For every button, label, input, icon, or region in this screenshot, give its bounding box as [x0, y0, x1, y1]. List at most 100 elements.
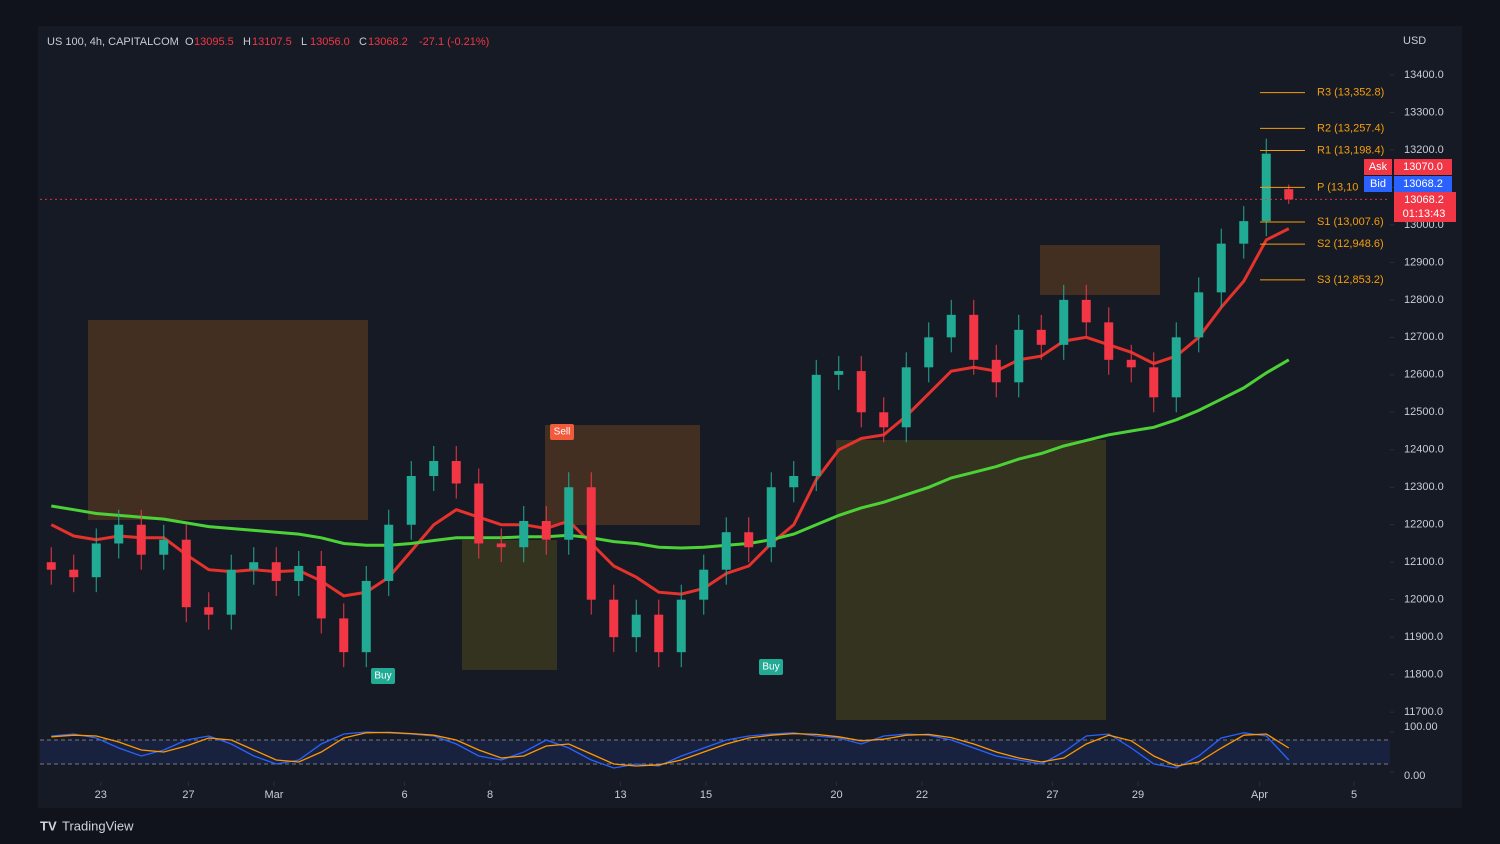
tag-label: Ask [1369, 161, 1388, 173]
y-tick-label: 12500.0 [1404, 406, 1444, 418]
ohlc-key: H [243, 36, 251, 48]
x-tick-label: 15 [700, 789, 712, 801]
x-tick-label: 27 [1046, 789, 1058, 801]
candle-body [1194, 292, 1204, 338]
candle-body [654, 614, 664, 653]
tag-label: Bid [1370, 178, 1386, 190]
candle-body [879, 412, 889, 428]
signal-badge [550, 424, 574, 440]
tag-value: 13068.2 [1404, 194, 1444, 206]
x-tick-label: Mar [265, 789, 284, 801]
candle-body [1036, 329, 1046, 345]
moving-average [50, 227, 1290, 598]
signal-label: Buy [762, 662, 779, 673]
zone [88, 320, 368, 520]
osc-tick-label: 100.00 [1404, 721, 1438, 733]
candle-body [676, 599, 686, 653]
osc-line [51, 731, 1290, 769]
candle-body [856, 371, 866, 413]
candle-body [114, 524, 124, 544]
chart-panel [38, 26, 1462, 808]
ohlc-key: C [359, 36, 367, 48]
candle-body [226, 569, 236, 615]
candle-body [969, 314, 979, 360]
candle-body [1284, 189, 1294, 200]
candle-body [496, 543, 506, 548]
y-tick-label: 12100.0 [1404, 556, 1444, 568]
x-tick-label: 22 [916, 789, 928, 801]
pivot-label: S2 (12,948.6) [1317, 238, 1384, 250]
x-tick-label: 8 [487, 789, 493, 801]
candle-body [834, 371, 844, 375]
candle-body [991, 359, 1001, 383]
ohlc-value: 13095.5 [194, 36, 234, 48]
candle-body [294, 565, 304, 581]
candle-body [901, 367, 911, 428]
candle-body [451, 461, 461, 484]
y-tick-label: 12600.0 [1404, 369, 1444, 381]
x-tick-label: 13 [614, 789, 626, 801]
candle-body [586, 487, 596, 600]
pivot-label: S3 (12,853.2) [1317, 274, 1384, 286]
candle-body [924, 337, 934, 368]
candle-body [609, 599, 619, 638]
candle-body [316, 565, 326, 619]
candle-body [766, 487, 776, 548]
candle-body [1081, 299, 1091, 323]
zone [836, 440, 1106, 720]
zone [462, 540, 557, 670]
candle-body [564, 487, 574, 540]
candle-body [46, 562, 56, 570]
ohlc-value: 13056.0 [310, 36, 350, 48]
y-tick-label: 13200.0 [1404, 144, 1444, 156]
candle-body [946, 314, 956, 338]
candle-body [1059, 299, 1069, 345]
tag-value: 13068.2 [1403, 178, 1443, 190]
candle-body [271, 562, 281, 581]
y-tick-label: 12000.0 [1404, 594, 1444, 606]
brand-logo: TV [40, 818, 57, 833]
x-tick-label: 23 [95, 789, 107, 801]
symbol: US 100, 4h, CAPITALCOM [47, 36, 179, 48]
y-tick-label: 11800.0 [1404, 669, 1443, 681]
pivot-label: R2 (13,257.4) [1317, 122, 1384, 134]
x-tick-label: 29 [1132, 789, 1144, 801]
candle-body [69, 569, 79, 578]
ohlc-value: 13107.5 [252, 36, 292, 48]
candle-body [384, 524, 394, 581]
y-tick-label: 12900.0 [1404, 256, 1444, 268]
tag-box [1364, 176, 1392, 192]
candle-body [429, 461, 439, 477]
currency: USD [1403, 35, 1426, 47]
change: -27.1 (-0.21%) [419, 36, 489, 48]
signal-label: Buy [374, 671, 391, 682]
signal-label: Sell [554, 427, 571, 438]
signal-badge [759, 659, 783, 675]
ohlc-key: L [301, 36, 307, 48]
moving-average [51, 358, 1290, 550]
candle-body [1216, 243, 1226, 293]
x-tick-label: 27 [182, 789, 194, 801]
x-tick-label: 20 [830, 789, 842, 801]
y-tick-label: 11700.0 [1404, 706, 1443, 718]
ohlc-key: O [185, 36, 194, 48]
y-tick-label: 12700.0 [1404, 331, 1444, 343]
candle-body [1239, 221, 1249, 244]
candle-body [1149, 367, 1159, 398]
tag-countdown: 01:13:43 [1403, 208, 1446, 220]
ohlc-value: 13068.2 [368, 36, 408, 48]
candle-body [1171, 337, 1181, 398]
y-tick-label: 11900.0 [1404, 631, 1443, 643]
y-tick-label: 13400.0 [1404, 69, 1444, 81]
tag-box [1364, 159, 1392, 175]
tag-box [1394, 192, 1456, 222]
candle-body [474, 483, 484, 544]
candle-body [339, 618, 349, 653]
pivot-label: R3 (13,352.8) [1317, 87, 1384, 99]
candle-body [1014, 329, 1024, 383]
y-tick-label: 12300.0 [1404, 481, 1444, 493]
candle-body [631, 614, 641, 638]
pivot-label: R1 (13,198.4) [1317, 144, 1384, 156]
candle-body [811, 374, 821, 477]
